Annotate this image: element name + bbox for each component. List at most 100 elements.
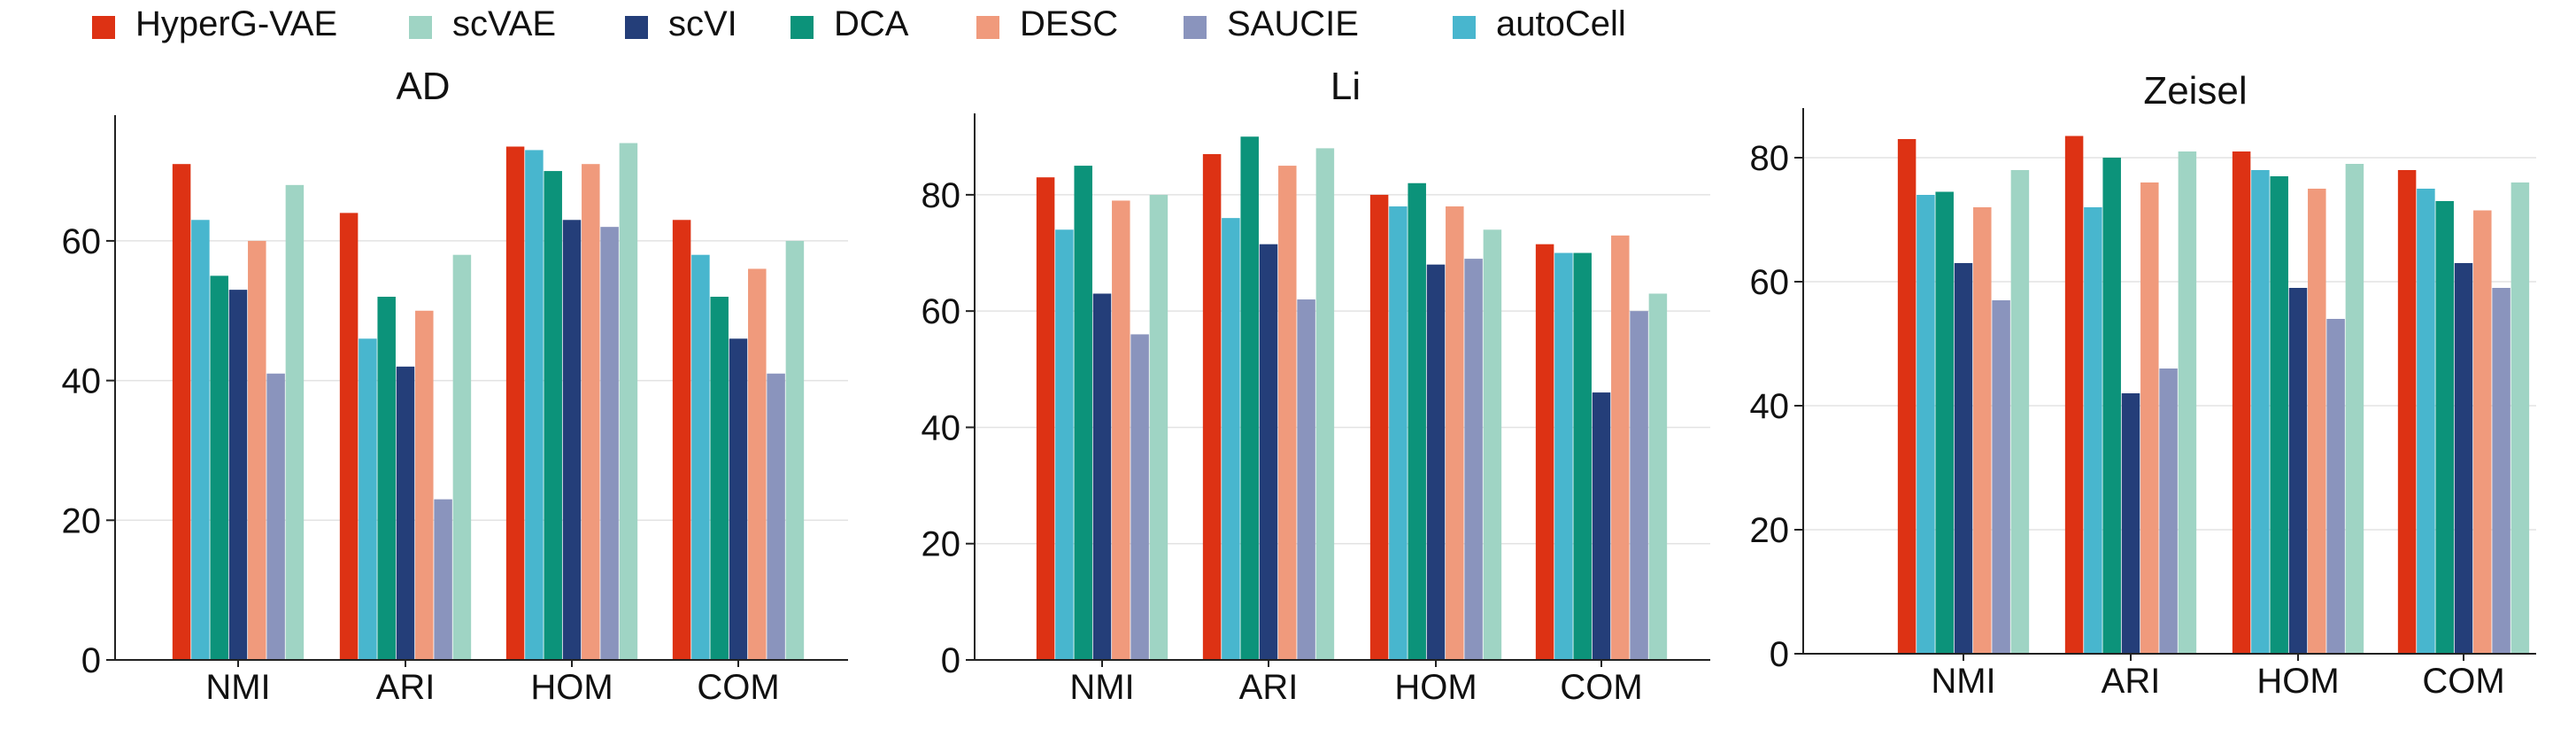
chart-panels: 0 20 40 60 NMI ARI HOM COM AD 0 20 40 60 80 NMI ARI HOM C… bbox=[62, 65, 2536, 707]
bar-li-com-hyperg-vae bbox=[1535, 244, 1554, 660]
bar-li-hom-hyperg-vae bbox=[1369, 194, 1389, 660]
bar-ad-com-autocell bbox=[691, 254, 710, 660]
bar-zeisel-hom-autocell bbox=[2251, 170, 2270, 654]
bar-zeisel-ari-scvi bbox=[2121, 393, 2140, 654]
legend-swatch-autocell bbox=[1453, 16, 1476, 39]
bar-zeisel-com-hyperg-vae bbox=[2397, 170, 2417, 654]
legend-label-scvae: scVAE bbox=[452, 4, 556, 43]
legend-label-scvi: scVI bbox=[668, 4, 737, 43]
y-tick-label: 20 bbox=[62, 501, 102, 540]
y-tick-label: 0 bbox=[941, 641, 960, 680]
legend-swatch-scvi bbox=[625, 16, 648, 39]
bar-zeisel-ari-autocell bbox=[2084, 207, 2102, 654]
x-tick-label-com: COM bbox=[1560, 668, 1642, 707]
bar-zeisel-com-saucie bbox=[2492, 288, 2510, 654]
bar-zeisel-hom-hyperg-vae bbox=[2232, 151, 2251, 654]
bar-li-ari-scvae bbox=[1315, 148, 1335, 660]
bar-zeisel-hom-dca bbox=[2270, 176, 2288, 654]
x-tick-label-hom: HOM bbox=[530, 668, 613, 707]
bar-li-com-scvae bbox=[1648, 293, 1668, 660]
legend-label-saucie: SAUCIE bbox=[1227, 4, 1359, 43]
y-tick-label: 0 bbox=[1770, 635, 1789, 674]
bar-li-ari-hyperg-vae bbox=[1202, 153, 1222, 661]
bar-li-nmi-scvi bbox=[1092, 293, 1112, 660]
bar-ad-hom-hyperg-vae bbox=[505, 146, 525, 660]
chart-title-li: Li bbox=[1330, 65, 1361, 108]
bar-ad-com-scvae bbox=[785, 240, 805, 660]
bar-ad-nmi-autocell bbox=[191, 220, 210, 660]
bar-zeisel-ari-hyperg-vae bbox=[2064, 136, 2084, 654]
bar-zeisel-ari-scvae bbox=[2178, 151, 2197, 654]
bar-ad-nmi-saucie bbox=[266, 373, 285, 660]
bar-ad-hom-scvi bbox=[562, 220, 582, 660]
bar-ad-com-desc bbox=[748, 268, 767, 660]
bar-li-nmi-autocell bbox=[1055, 229, 1074, 660]
bar-ad-hom-dca bbox=[544, 171, 562, 661]
legend-label-desc: DESC bbox=[1020, 4, 1118, 43]
y-tick-label: 40 bbox=[62, 362, 102, 401]
bar-ad-com-hyperg-vae bbox=[672, 220, 691, 660]
bar-li-ari-saucie bbox=[1297, 299, 1315, 660]
legend-label-autocell: autoCell bbox=[1496, 4, 1626, 43]
bar-ad-hom-desc bbox=[582, 164, 600, 660]
legend-label-hyperg-vae: HyperG-VAE bbox=[135, 4, 337, 43]
bar-li-hom-scvae bbox=[1483, 229, 1502, 660]
chart-panel-li: 0 20 40 60 80 NMI ARI HOM COM Li bbox=[922, 65, 1710, 707]
bar-zeisel-com-dca bbox=[2435, 201, 2454, 654]
x-tick-label-nmi: NMI bbox=[1069, 668, 1134, 707]
bar-li-com-autocell bbox=[1554, 252, 1573, 660]
x-tick-label-nmi: NMI bbox=[205, 668, 270, 707]
bar-ad-ari-hyperg-vae bbox=[339, 213, 359, 660]
x-tick-label-hom: HOM bbox=[1394, 668, 1477, 707]
bar-li-nmi-desc bbox=[1112, 200, 1130, 660]
bar-zeisel-com-scvae bbox=[2510, 182, 2530, 654]
bar-ad-nmi-desc bbox=[248, 240, 266, 660]
bar-zeisel-nmi-desc bbox=[1973, 207, 1992, 654]
y-tick-label: 80 bbox=[922, 176, 961, 215]
bar-ad-com-saucie bbox=[767, 373, 785, 660]
bar-zeisel-nmi-hyperg-vae bbox=[1897, 139, 1917, 654]
bar-ad-hom-scvae bbox=[619, 143, 638, 661]
bar-zeisel-nmi-autocell bbox=[1917, 195, 1935, 654]
bar-zeisel-nmi-dca bbox=[1935, 191, 1954, 654]
bar-ad-hom-autocell bbox=[525, 150, 544, 660]
bar-li-hom-autocell bbox=[1389, 206, 1408, 660]
bar-ad-nmi-scvae bbox=[285, 184, 305, 660]
bar-zeisel-com-desc bbox=[2473, 210, 2492, 654]
bar-zeisel-com-autocell bbox=[2417, 189, 2435, 654]
y-tick-label: 60 bbox=[1750, 263, 1790, 302]
bar-li-nmi-scvae bbox=[1149, 194, 1168, 660]
bar-zeisel-ari-saucie bbox=[2159, 368, 2178, 654]
bar-zeisel-ari-dca bbox=[2102, 158, 2121, 654]
bar-li-nmi-saucie bbox=[1130, 334, 1149, 660]
chart-title-ad: AD bbox=[396, 65, 450, 108]
legend-swatch-desc bbox=[976, 16, 999, 39]
legend-label-dca: DCA bbox=[834, 4, 909, 43]
y-tick-label: 20 bbox=[922, 525, 961, 564]
bar-li-hom-scvi bbox=[1426, 264, 1446, 660]
y-tick-label: 20 bbox=[1750, 511, 1790, 550]
bar-li-ari-dca bbox=[1240, 136, 1259, 661]
bar-li-ari-scvi bbox=[1259, 244, 1278, 660]
legend-swatch-hyperg-vae bbox=[92, 16, 115, 39]
chart-title-zeisel: Zeisel bbox=[2143, 69, 2247, 112]
chart-panel-ad: 0 20 40 60 NMI ARI HOM COM AD bbox=[62, 65, 848, 707]
legend-swatch-scvae bbox=[409, 16, 432, 39]
bar-ad-ari-saucie bbox=[434, 499, 452, 660]
x-tick-label-com: COM bbox=[2422, 662, 2504, 701]
bar-li-ari-autocell bbox=[1222, 218, 1240, 661]
bar-zeisel-nmi-scvi bbox=[1954, 263, 1973, 654]
bar-ad-ari-scvi bbox=[396, 366, 415, 660]
bar-zeisel-nmi-scvae bbox=[2010, 170, 2030, 654]
legend: HyperG-VAE scVAE scVI DCA DESC SAUCIE autoCell bbox=[92, 4, 1626, 43]
bar-ad-hom-saucie bbox=[600, 227, 619, 660]
bar-li-hom-saucie bbox=[1464, 259, 1483, 660]
bar-li-com-desc bbox=[1611, 235, 1630, 660]
bar-ad-com-scvi bbox=[729, 338, 748, 660]
x-tick-label-hom: HOM bbox=[2256, 662, 2339, 701]
bar-ad-nmi-hyperg-vae bbox=[172, 164, 191, 660]
legend-swatch-dca bbox=[791, 16, 814, 39]
y-tick-label: 80 bbox=[1750, 139, 1790, 178]
x-tick-label-ari: ARI bbox=[2102, 662, 2161, 701]
